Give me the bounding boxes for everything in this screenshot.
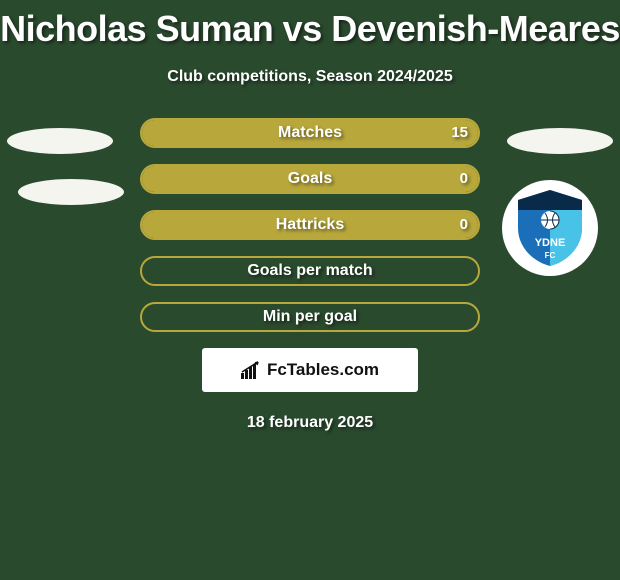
- stat-row: Goals per match: [140, 256, 480, 286]
- page-subtitle: Club competitions, Season 2024/2025: [0, 68, 620, 86]
- stat-row: Min per goal: [140, 302, 480, 332]
- fctables-logo-icon: [241, 361, 263, 379]
- stats-bars: Matches15Goals0Hattricks0Goals per match…: [140, 118, 480, 332]
- stat-value-right: 0: [460, 166, 468, 192]
- brand-text: FcTables.com: [267, 360, 379, 380]
- stat-row: Goals0: [140, 164, 480, 194]
- brand-box: FcTables.com: [202, 348, 418, 392]
- stat-label: Hattricks: [142, 212, 478, 238]
- date-text: 18 february 2025: [0, 414, 620, 432]
- stat-label: Matches: [142, 120, 478, 146]
- stat-value-right: 0: [460, 212, 468, 238]
- stat-row: Matches15: [140, 118, 480, 148]
- page-title: Nicholas Suman vs Devenish-Meares: [0, 0, 620, 50]
- stat-value-right: 15: [451, 120, 468, 146]
- stat-label: Min per goal: [142, 304, 478, 330]
- stat-label: Goals: [142, 166, 478, 192]
- stat-label: Goals per match: [142, 258, 478, 284]
- stats-container: Matches15Goals0Hattricks0Goals per match…: [0, 118, 620, 432]
- stat-row: Hattricks0: [140, 210, 480, 240]
